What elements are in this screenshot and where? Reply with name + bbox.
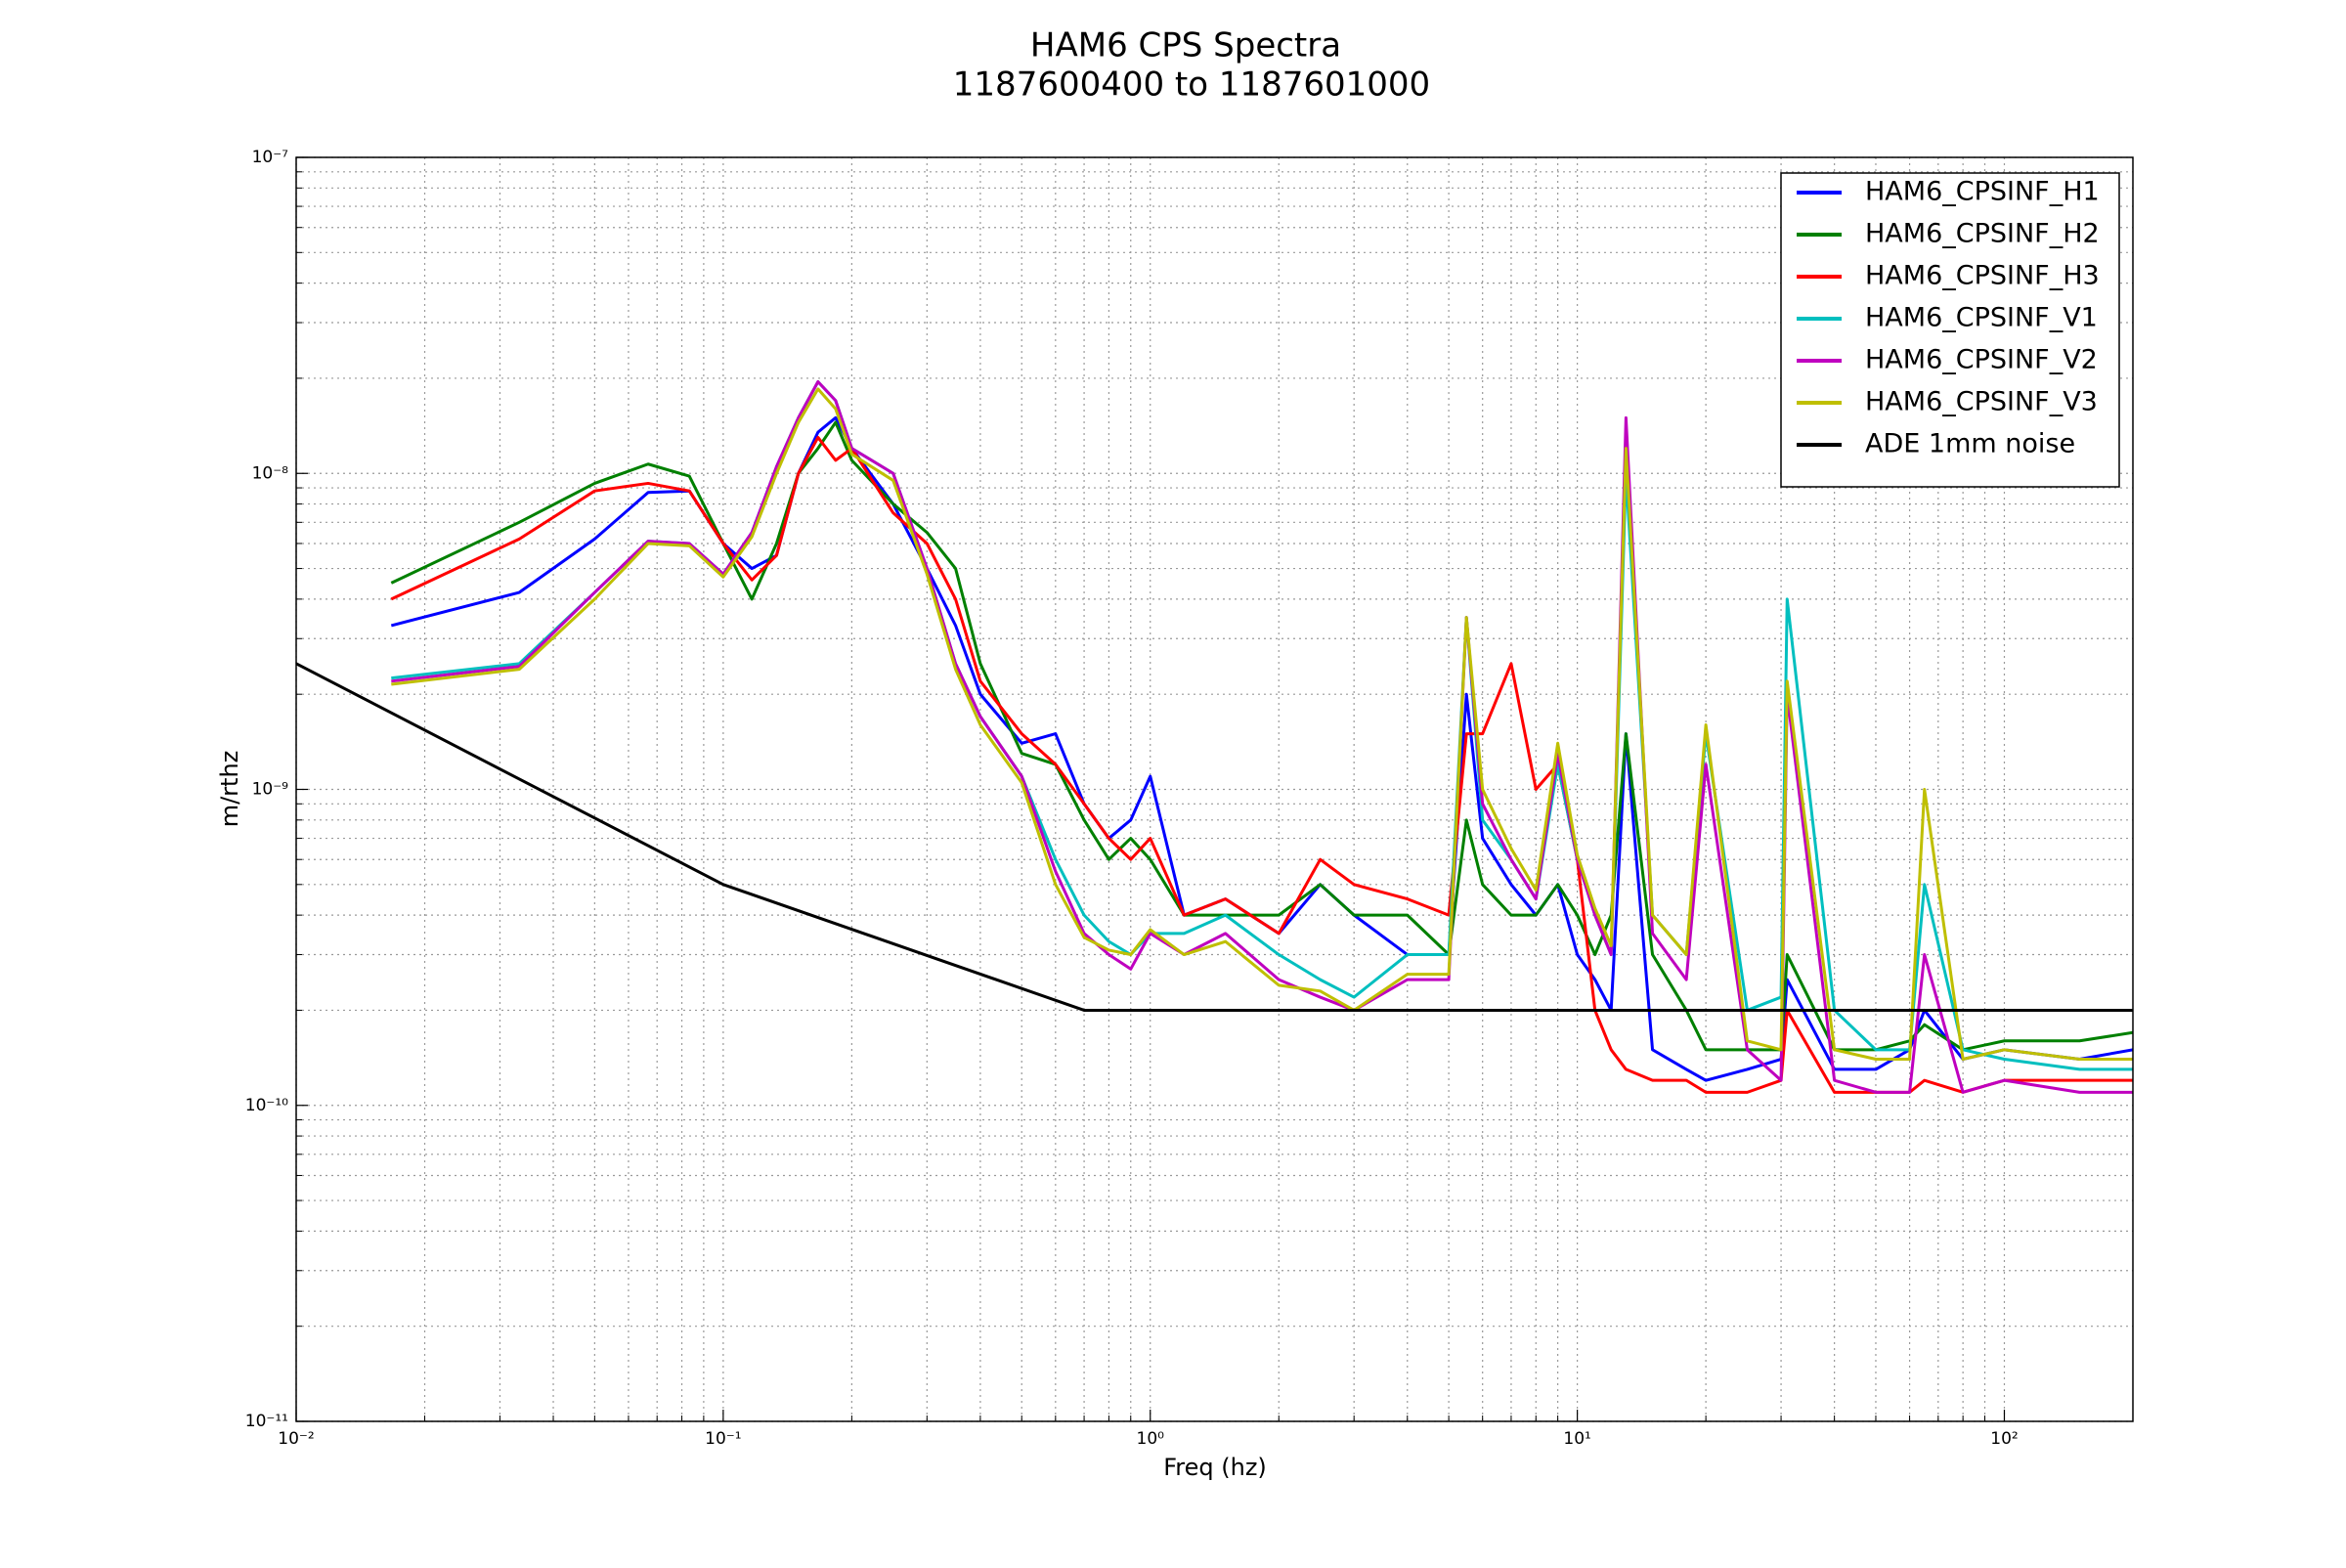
plot-frame bbox=[295, 156, 2134, 1422]
x-tick-label: 10⁻² bbox=[278, 1429, 314, 1449]
x-axis-label: Freq (hz) bbox=[1163, 1454, 1267, 1481]
plot-lines bbox=[296, 380, 2133, 1094]
series-line bbox=[390, 420, 2133, 1052]
x-tick-label: 10⁻¹ bbox=[705, 1429, 741, 1449]
series-line bbox=[391, 387, 2133, 1062]
chart-title: HAM6 CPS Spectra bbox=[1030, 26, 1341, 65]
y-tick-label: 10⁻¹¹ bbox=[245, 1412, 288, 1431]
legend-label: HAM6_CPSINF_H2 bbox=[1865, 219, 2100, 249]
y-tick-label: 10⁻⁸ bbox=[252, 463, 289, 483]
series-line bbox=[296, 662, 2133, 1012]
x-tick-label: 10¹ bbox=[1563, 1429, 1590, 1449]
legend-label: ADE 1mm noise bbox=[1865, 429, 2075, 459]
legend-label: HAM6_CPSINF_V3 bbox=[1865, 387, 2098, 417]
chart-subtitle: 1187600400 to 1187601000 bbox=[953, 65, 1430, 105]
x-tick-label: 10⁰ bbox=[1137, 1429, 1165, 1449]
legend: HAM6_CPSINF_H1 HAM6_CPSINF_H2 HAM6_CPSINF_… bbox=[1780, 172, 2120, 488]
y-axis-label: m/rthz bbox=[216, 751, 243, 828]
y-tick-label: 10⁻⁷ bbox=[252, 148, 289, 167]
legend-label: HAM6_CPSINF_V1 bbox=[1865, 303, 2098, 333]
legend-box bbox=[1780, 172, 2120, 488]
legend-label: HAM6_CPSINF_H3 bbox=[1865, 261, 2100, 291]
x-tick-label: 10² bbox=[1990, 1429, 2018, 1449]
legend-label: HAM6_CPSINF_H1 bbox=[1865, 177, 2100, 207]
y-tick-label: 10⁻¹⁰ bbox=[245, 1096, 288, 1115]
legend-label: HAM6_CPSINF_V2 bbox=[1865, 345, 2098, 375]
series-line bbox=[390, 435, 2133, 1094]
y-tick-label: 10⁻⁹ bbox=[252, 780, 289, 800]
